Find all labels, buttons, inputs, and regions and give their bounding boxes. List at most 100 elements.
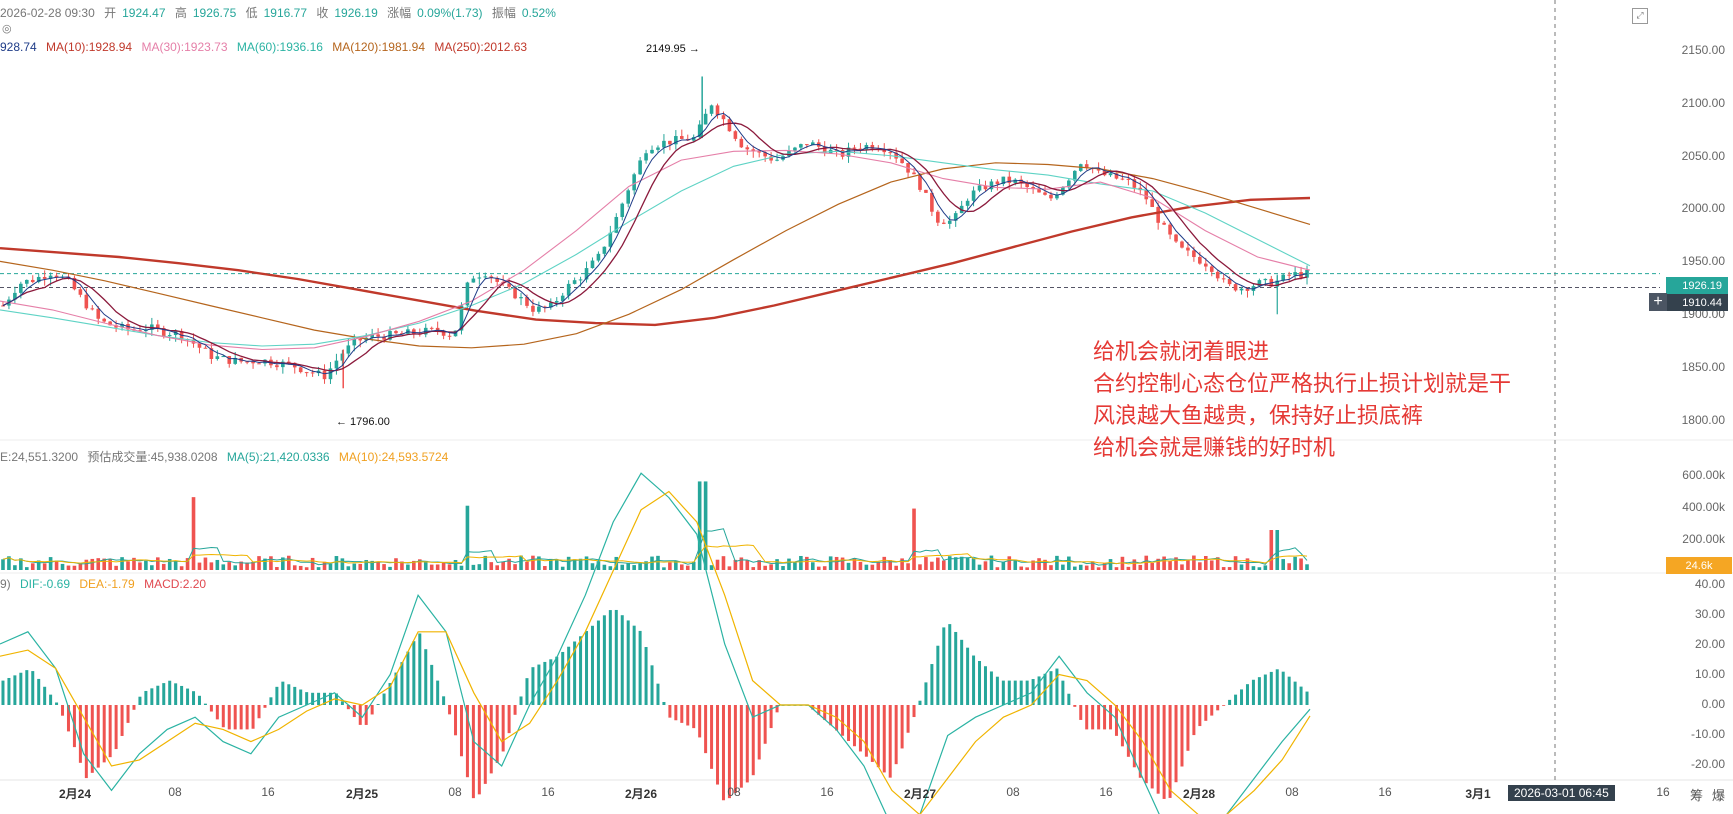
volume-bar [751,567,756,570]
candle-body [114,325,118,328]
macd-histogram-bar [489,705,493,774]
volume-bar [412,560,416,570]
candle-body [674,136,678,145]
macd-histogram-bar [168,680,172,705]
trading-note: 给机会就闭着眼进 合约控制心态仓位严格执行止损计划就是干 风浪越大鱼越贵，保持好… [1093,336,1511,464]
macd-histogram-bar [1,680,5,705]
ma5-legend: 928.74 [0,40,37,54]
macd-histogram-bar [442,696,446,705]
volume-bar [697,481,702,570]
candle-body [412,329,416,334]
macd-histogram-bar [78,705,82,763]
change-label: 涨幅 [387,6,412,20]
volume-bar [560,566,565,570]
candle-body [334,360,339,369]
macd-histogram-bar [90,705,94,773]
volume-bar [1096,567,1101,570]
macd-histogram-bar [281,681,285,705]
volume-bar [537,556,541,570]
candle-body [656,147,660,150]
candle-body [799,144,803,148]
volume-bar [173,560,178,570]
volume-bar [745,560,750,570]
volume-badge: 24.6k [1666,557,1732,574]
ma250-legend: MA(250):2012.63 [434,40,528,54]
candle-body [447,335,452,337]
volume-bar [947,556,952,570]
macd-histogram-bar [739,705,743,788]
crosshair-add-icon[interactable]: + [1649,293,1667,311]
volume-bar [793,561,797,570]
macd-histogram-bar [936,645,940,705]
macd-histogram-bar [471,705,475,799]
macd-histogram-bar [13,675,17,705]
candle-body [215,356,220,359]
candle-body [1180,241,1184,248]
candle-body [36,276,41,283]
volume-bar [554,559,559,570]
candle-body [870,144,875,149]
time-tick: 16 [261,785,275,799]
candle-body [644,153,648,161]
ma60-line [0,150,1311,347]
candle-body [1215,271,1220,279]
volume-bar [894,565,898,570]
volume-bar [662,567,666,570]
volume-bar [477,564,482,570]
macd-histogram-bar [221,705,225,728]
volume-bar [995,567,1000,570]
volume-bar [983,561,988,570]
volume-bar [370,560,374,570]
volume-bar [1305,564,1309,570]
candle-body [328,368,333,380]
volume-bar [739,557,744,570]
macd-histogram-bar [573,641,577,705]
volume-estimate: 预估成交量:45,938.0208 [87,450,218,464]
candle-body [227,356,232,364]
volume-bar [769,564,773,570]
volume-bar [72,565,77,570]
candle-body [596,253,601,261]
explode-button[interactable]: 爆 [1712,788,1726,803]
volume-bar [858,561,863,570]
candle-body [995,181,1000,185]
macd-histogram-bar [477,705,481,795]
dea-legend: DEA:-1.79 [79,577,135,591]
candle-body [340,353,345,361]
price-tick: 1850.00 [1681,360,1725,374]
volume-bar [495,565,500,570]
macd-histogram-bar [668,705,672,718]
candle-body [209,348,214,359]
time-tick: 08 [1006,785,1020,799]
candle-body [554,300,559,303]
macd-histogram-bar [1210,705,1214,716]
note-line: 给机会就是赚钱的好时机 [1093,435,1336,460]
volume-bar [13,565,17,570]
candle-body [84,294,89,309]
volume-bar [989,555,994,570]
macd-histogram-bar [1299,686,1303,705]
candle-body [757,151,762,153]
volume-bar [531,555,535,570]
macd-histogram-bar [513,705,517,715]
macd-histogram-bar [102,705,106,763]
note-line: 给机会就闭着眼进 [1093,339,1270,364]
volume-bar [1144,555,1149,570]
eye-icon[interactable]: ◎ [2,23,12,35]
macd-histogram-bar [1067,693,1071,705]
macd-histogram-bar [769,705,773,729]
candle-body [1120,178,1125,180]
volume-bar [525,561,529,570]
macd-histogram-bar [126,705,130,723]
volume-bar [882,556,887,570]
open-value: 1924.47 [122,6,166,20]
volume-ma10: MA(10):24,593.5724 [338,450,449,464]
macd-histogram-bar [1031,679,1035,705]
fullscreen-icon[interactable]: ⤢ [1632,8,1648,24]
macd-histogram-bar [209,705,213,712]
macd-histogram-bar [989,671,993,705]
candle-body [1174,234,1178,242]
chips-button[interactable]: 筹 [1690,788,1704,803]
macd-histogram-bar [948,624,952,705]
